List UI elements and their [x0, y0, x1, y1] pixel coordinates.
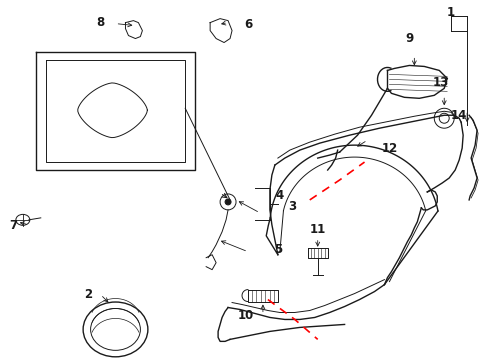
Text: 12: 12 [381, 141, 397, 155]
Text: 4: 4 [275, 189, 284, 202]
Text: 7: 7 [9, 219, 17, 232]
Text: 9: 9 [405, 32, 413, 45]
Text: 2: 2 [84, 288, 93, 301]
Text: 6: 6 [244, 18, 252, 31]
Polygon shape [210, 19, 232, 42]
Text: 14: 14 [450, 109, 467, 122]
Circle shape [224, 199, 230, 205]
Polygon shape [125, 21, 142, 39]
Text: 5: 5 [273, 243, 282, 256]
Text: 3: 3 [287, 201, 295, 213]
Text: 13: 13 [432, 76, 448, 89]
Text: 11: 11 [309, 223, 325, 236]
Text: 10: 10 [237, 309, 254, 322]
Text: 1: 1 [446, 6, 454, 19]
Text: 8: 8 [96, 16, 104, 29]
